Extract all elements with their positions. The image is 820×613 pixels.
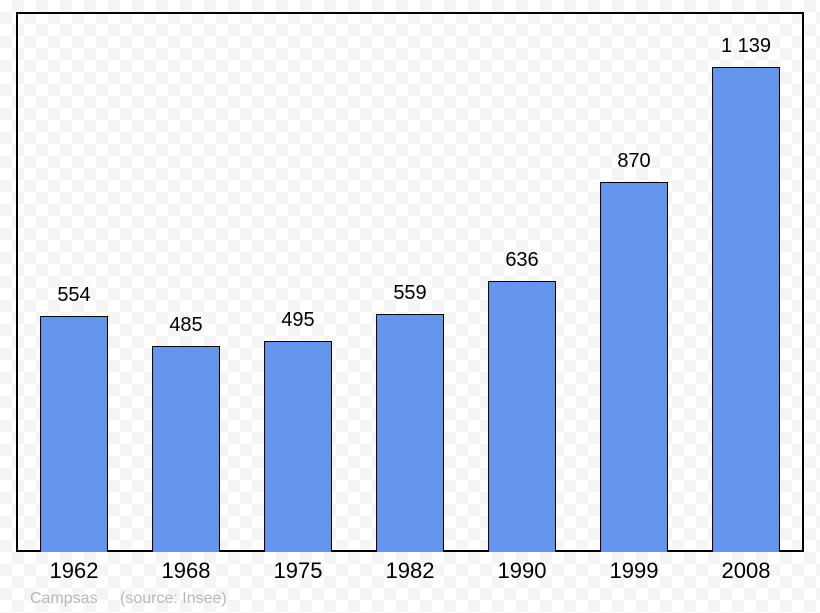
footer-location: Campsas bbox=[30, 590, 98, 608]
bar-value-label: 485 bbox=[169, 314, 202, 337]
bar bbox=[264, 341, 332, 552]
footer-source: (source: Insee) bbox=[120, 590, 227, 608]
bar bbox=[152, 346, 220, 552]
x-axis-label: 1999 bbox=[610, 558, 659, 584]
bar-value-label: 1 139 bbox=[721, 35, 771, 58]
bar-value-label: 559 bbox=[393, 282, 426, 305]
x-axis-label: 1968 bbox=[162, 558, 211, 584]
x-axis-label: 1962 bbox=[50, 558, 99, 584]
bar bbox=[488, 281, 556, 552]
x-axis-label: 2008 bbox=[722, 558, 771, 584]
x-axis-label: 1982 bbox=[386, 558, 435, 584]
chart-viewport: 554 1962 485 1968 495 1975 559 1982 636 1990 870 19… bbox=[0, 0, 820, 613]
bar-value-label: 495 bbox=[281, 309, 314, 332]
bar bbox=[600, 182, 668, 552]
bar-value-label: 870 bbox=[617, 150, 650, 173]
bar-value-label: 636 bbox=[505, 249, 538, 272]
bar-value-label: 554 bbox=[57, 284, 90, 307]
bar bbox=[40, 316, 108, 552]
bar bbox=[376, 314, 444, 552]
bar bbox=[712, 67, 780, 552]
x-axis-label: 1975 bbox=[274, 558, 323, 584]
x-axis-label: 1990 bbox=[498, 558, 547, 584]
